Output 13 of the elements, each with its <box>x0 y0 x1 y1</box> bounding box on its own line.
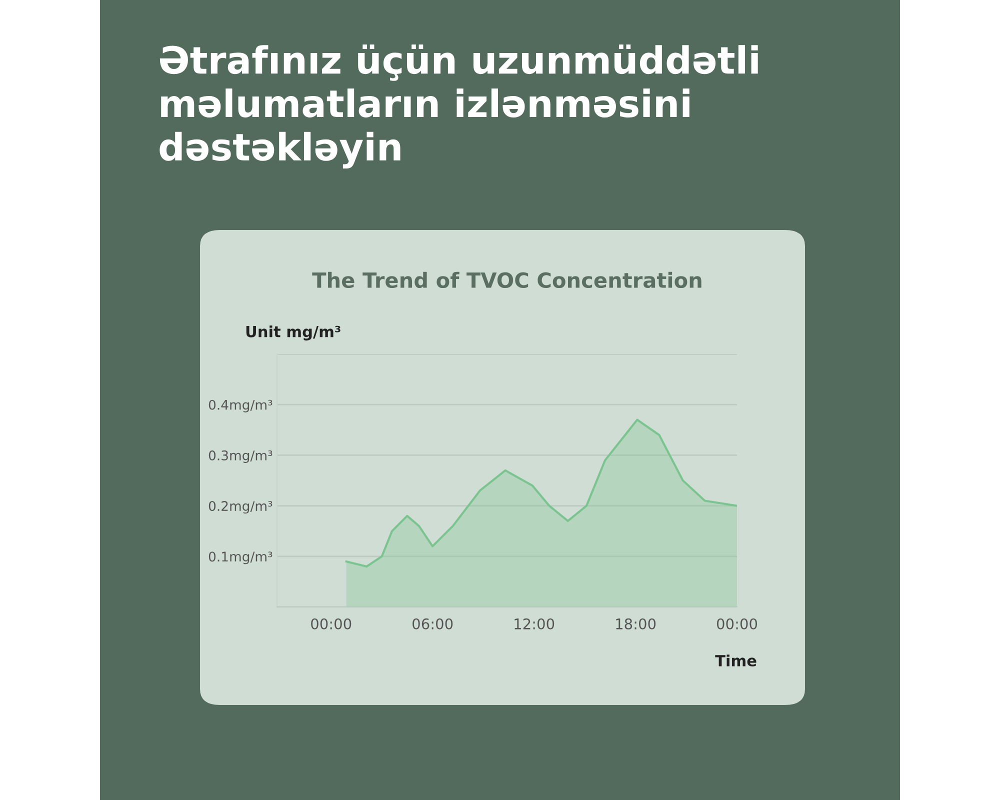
x-tick-label: 06:00 <box>412 618 453 630</box>
x-tick-label: 00:00 <box>311 618 352 630</box>
chart-subtitle: The Trend of TVOC Concentration <box>312 272 702 288</box>
x-axis-title: Time <box>715 654 756 666</box>
y-tick-label: 0.2mg/m³ <box>208 501 272 514</box>
x-tick-label: 18:00 <box>616 618 656 630</box>
chart-title: Ətrafınız üçün uzunmüddətli məlumatların izlənməsini dəstəkləyin <box>160 44 758 168</box>
y-tick-label: 0.3mg/m³ <box>208 450 272 463</box>
x-tick-label: 00:00 <box>716 618 758 630</box>
x-tick-label: 12:00 <box>514 618 554 630</box>
y-tick-label: 0.4mg/m³ <box>208 400 272 412</box>
y-axis-title: Unit mg/m³ <box>246 326 340 340</box>
y-tick-label: 0.1mg/m³ <box>208 552 272 564</box>
